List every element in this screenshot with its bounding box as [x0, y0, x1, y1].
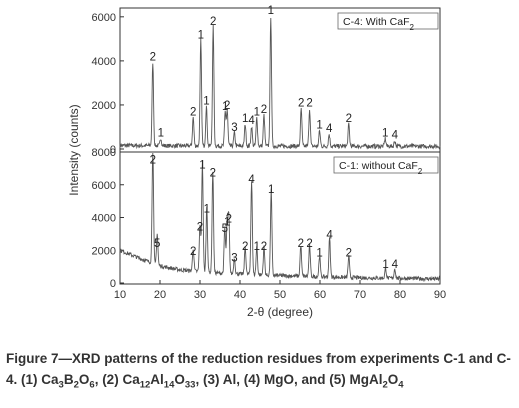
peak-label: 4: [326, 123, 333, 135]
peak-label: 2: [190, 246, 196, 258]
caption-text: B: [63, 372, 74, 387]
peak-label: 2: [210, 167, 216, 179]
x-tick-label: 20: [154, 289, 166, 301]
legend-box: [333, 156, 439, 174]
y-tick-label: 8000: [92, 147, 116, 159]
xrd-trace: [119, 152, 441, 282]
peak-label: 1: [316, 120, 322, 132]
peak-label: 1: [382, 259, 388, 271]
x-tick-label: 30: [194, 289, 206, 301]
peak-label: 2: [298, 98, 304, 110]
peak-label: 2: [306, 98, 312, 110]
peak-label: 5: [222, 223, 228, 235]
caption-subscript: 33: [184, 379, 196, 391]
x-tick-label: 40: [234, 289, 246, 301]
caption-subscript: 6: [89, 379, 95, 391]
peak-label: 1: [382, 127, 388, 139]
peak-label: 2: [190, 106, 196, 118]
peak-label: 3: [231, 253, 237, 265]
caption-figure-number: Figure 7—: [6, 351, 73, 366]
legend-label: C-4: With CaF2: [343, 16, 415, 32]
y-tick-label: 0: [110, 144, 116, 156]
peak-label: 1: [316, 248, 322, 260]
caption-text: O: [78, 372, 90, 387]
caption-subscript: 2: [73, 379, 79, 391]
y-tick-label: 4000: [92, 213, 116, 225]
caption-subscript: 3: [58, 379, 64, 391]
peak-label: 4: [392, 129, 399, 141]
x-tick-label: 70: [354, 289, 366, 301]
peak-label: 2: [306, 238, 312, 250]
peak-label: 2: [150, 51, 156, 63]
caption-text: O: [174, 372, 185, 387]
peak-label: 2: [150, 154, 156, 166]
caption-text: XRD patterns of the reduction residues f…: [6, 351, 511, 387]
peak-label: 1: [158, 127, 164, 139]
peak-label: 1: [254, 241, 260, 253]
x-tick-label: 90: [434, 289, 446, 301]
caption-subscript: 2: [382, 379, 388, 391]
caption-text: , (3) Al, (4) MgO, and (5) MgAl: [195, 372, 383, 387]
peak-label: 2: [261, 241, 267, 253]
caption-text: , (2) Ca: [94, 372, 140, 387]
caption-text: O: [387, 372, 399, 387]
y-tick-label: 6000: [92, 180, 116, 192]
y-axis-label: Intensity (counts): [67, 104, 81, 195]
panel-legend: C-1: without CaF2: [333, 156, 439, 176]
peak-label: 2: [346, 248, 352, 260]
peak-label: 1: [224, 217, 230, 229]
peak-label: 1: [268, 184, 274, 196]
x-axis-label: 2-θ (degree): [247, 305, 313, 319]
peak-label: 2: [346, 113, 352, 125]
peak-label: 4: [248, 174, 255, 186]
peak-label: 2: [197, 222, 203, 234]
peak-label: 2: [242, 241, 248, 253]
peak-label: 3: [231, 122, 237, 134]
y-tick-label: 6000: [92, 12, 116, 24]
x-tick-label: 10: [114, 289, 126, 301]
peak-label: 1: [268, 5, 274, 17]
caption-subscript: 12: [139, 379, 151, 391]
caption-subscript: 4: [398, 379, 404, 391]
panel-legend: C-4: With CaF2: [337, 12, 439, 32]
caption-text: Al: [150, 372, 164, 387]
peak-label: 2: [226, 213, 232, 225]
peak-label: 2: [298, 238, 304, 250]
x-tick-label: 60: [314, 289, 326, 301]
y-tick-label: 0: [110, 278, 116, 290]
y-tick-label: 4000: [92, 56, 116, 68]
y-tick-label: 2000: [92, 100, 116, 112]
xrd-trace: [119, 17, 441, 150]
peak-label: 1: [222, 101, 228, 113]
peak-label: 4: [248, 115, 255, 127]
peak-label: 2: [210, 16, 216, 28]
x-tick-label: 50: [274, 289, 286, 301]
peak-label: 1: [199, 159, 205, 171]
y-tick-label: 2000: [92, 245, 116, 257]
caption-subscript: 14: [163, 379, 175, 391]
peak-label: 1: [198, 29, 204, 41]
legend-box: [337, 12, 439, 30]
xrd-figure: 0 2000 4000 6000 2 1 2 1 1 2 1 2 3 1 4 1 2 1 2 2 1 4 2 1 4 C-4: W…: [67, 5, 446, 319]
peak-label: 5: [154, 238, 160, 250]
peak-label: 1: [242, 113, 248, 125]
peak-label: 1: [254, 106, 260, 118]
peak-label: 1: [203, 95, 209, 107]
peak-label: 2: [224, 100, 230, 112]
legend-label: C-1: without CaF2: [339, 160, 423, 176]
x-tick-label: 80: [394, 289, 406, 301]
figure-caption: Figure 7—XRD patterns of the reduction r…: [6, 348, 511, 390]
peak-label: 4: [392, 259, 399, 271]
peak-label: 4: [326, 230, 333, 242]
peak-label: 2: [261, 104, 267, 116]
peak-label: 1: [204, 204, 210, 216]
